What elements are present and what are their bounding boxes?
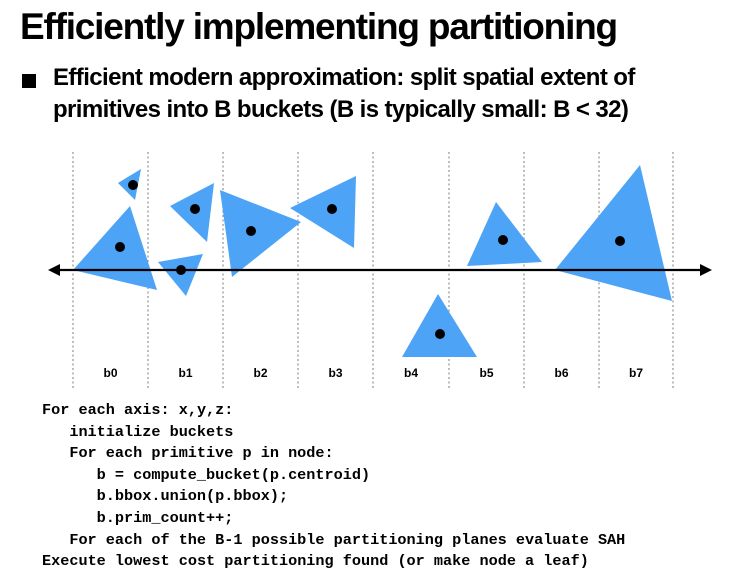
axis-left-arrow-icon — [48, 264, 60, 276]
code-line: For each axis: x,y,z: — [42, 401, 234, 419]
bullet-point: Efficient modern approximation: split sp… — [22, 62, 722, 126]
bullet-text: Efficient modern approximation: split sp… — [53, 64, 635, 123]
bucket-label-b1: b1 — [178, 366, 192, 380]
axis-right-arrow-icon — [700, 264, 712, 276]
primitive-triangle-1 — [73, 206, 157, 290]
centroid-dot-5 — [327, 204, 337, 214]
bucket-label-b2: b2 — [253, 366, 267, 380]
code-line: b.prim_count++; — [96, 508, 234, 527]
centroid-dot-4 — [246, 226, 256, 236]
primitive-triangle-7 — [467, 202, 542, 266]
bucket-algorithm-pseudocode: For each axis: x,y,z: initialize buckets F… — [42, 400, 625, 573]
bucket-partition-diagram: b0 b1 b2 b3 b4 b5 b6 b7 — [48, 152, 712, 388]
primitive-triangle-4 — [220, 190, 301, 277]
bucket-label-b3: b3 — [328, 366, 342, 380]
primitive-triangle-3 — [158, 254, 203, 296]
centroid-dot-2 — [190, 204, 200, 214]
centroid-dot-0 — [128, 180, 138, 190]
primitive-triangle-6 — [402, 294, 477, 357]
bucket-label-b5: b5 — [479, 366, 493, 380]
code-line: b.bbox.union(p.bbox); — [96, 487, 289, 506]
bucket-label-b7: b7 — [629, 366, 643, 380]
centroid-dot-1 — [115, 242, 125, 252]
centroid-dot-3 — [176, 265, 186, 275]
centroid-dot-8 — [615, 236, 625, 246]
primitive-triangle-5 — [290, 176, 356, 248]
bucket-labels: b0 b1 b2 b3 b4 b5 b6 b7 — [103, 366, 643, 380]
bucket-label-b6: b6 — [554, 366, 568, 380]
code-line: For each of the B-1 possible partitionin… — [69, 530, 626, 549]
bucket-label-b4: b4 — [404, 366, 418, 380]
primitive-triangle-8 — [555, 165, 672, 301]
code-line: For each primitive p in node: — [69, 444, 334, 463]
page-title: Efficiently implementing partitioning — [20, 6, 618, 47]
centroid-dot-7 — [498, 235, 508, 245]
code-line: Execute lowest cost partitioning found (… — [42, 552, 589, 571]
centroid-dot-6 — [435, 329, 445, 339]
bucket-label-b0: b0 — [103, 366, 117, 380]
primitive-centroids — [115, 180, 625, 339]
code-line: initialize buckets — [69, 422, 234, 441]
code-line: b = compute_bucket(p.centroid) — [96, 465, 371, 484]
split-axis — [48, 264, 712, 276]
bullet-square-icon — [22, 74, 36, 88]
